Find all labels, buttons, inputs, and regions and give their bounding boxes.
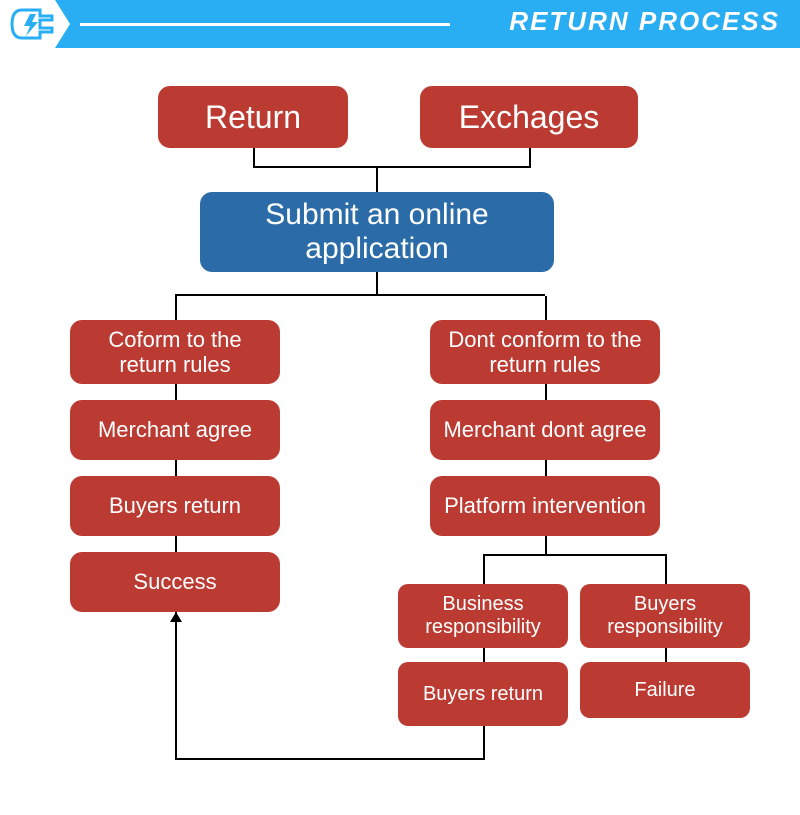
edge-e8-seg3 [665,556,667,584]
edge-e6-seg0 [175,384,177,400]
node-platform: Platform intervention [430,476,660,536]
edge-e3-seg1 [376,168,378,192]
node-b_return_r-label: Buyers return [423,683,543,706]
node-m_agree: Merchant agree [70,400,280,460]
edge-e2-seg0 [529,148,531,166]
node-success: Success [70,552,280,612]
node-m_disagree: Merchant dont agree [430,400,660,460]
edge-e6-seg2 [175,536,177,552]
edge-e11-seg1 [175,758,485,760]
node-failure: Failure [580,662,750,718]
edge-e6-seg1 [175,460,177,476]
edge-e5-seg2 [545,296,547,320]
edge-e11-arrow [170,612,182,622]
header-title: RETURN PROCESS [509,6,780,37]
edge-e5-seg0 [175,294,545,296]
node-exchanges: Exchages [420,86,638,148]
edge-e4-seg0 [376,272,378,294]
node-buy_resp: Buyers responsibility [580,584,750,648]
node-exchanges-label: Exchages [459,99,600,136]
edge-e8-seg0 [545,536,547,554]
node-conform: Coform to the return rules [70,320,280,384]
edge-e7-seg0 [545,384,547,400]
node-return: Return [158,86,348,148]
node-submit: Submit an online application [200,192,554,272]
node-conform-label: Coform to the return rules [82,327,268,378]
node-failure-label: Failure [634,679,695,702]
node-m_agree-label: Merchant agree [98,417,252,442]
node-platform-label: Platform intervention [444,493,646,518]
node-biz_resp: Business responsibility [398,584,568,648]
node-m_disagree-label: Merchant dont agree [443,417,646,442]
edge-e1-seg0 [253,148,255,166]
edge-e5-seg1 [175,296,177,320]
flowchart: Return Exchages Submit an online applicati… [0,48,800,815]
edge-e3-seg0 [253,166,531,168]
node-nonconform-label: Dont conform to the return rules [442,327,648,378]
header-divider [80,23,450,26]
node-b_return_l: Buyers return [70,476,280,536]
edge-e8-seg1 [483,554,667,556]
node-buy_resp-label: Buyers responsibility [592,593,738,639]
node-b_return_r: Buyers return [398,662,568,726]
node-biz_resp-label: Business responsibility [410,593,556,639]
node-submit-label: Submit an online application [212,198,542,267]
edge-e8-seg2 [483,556,485,584]
edge-e11-seg0 [483,726,485,758]
edge-e10-seg0 [665,648,667,662]
edge-e11-seg2 [175,612,177,760]
header-banner: RETURN PROCESS [0,0,800,48]
edge-e9-seg0 [483,648,485,662]
edge-e7-seg1 [545,460,547,476]
plug-icon [0,0,70,48]
node-success-label: Success [133,569,216,594]
node-return-label: Return [205,99,301,136]
node-nonconform: Dont conform to the return rules [430,320,660,384]
node-b_return_l-label: Buyers return [109,493,241,518]
